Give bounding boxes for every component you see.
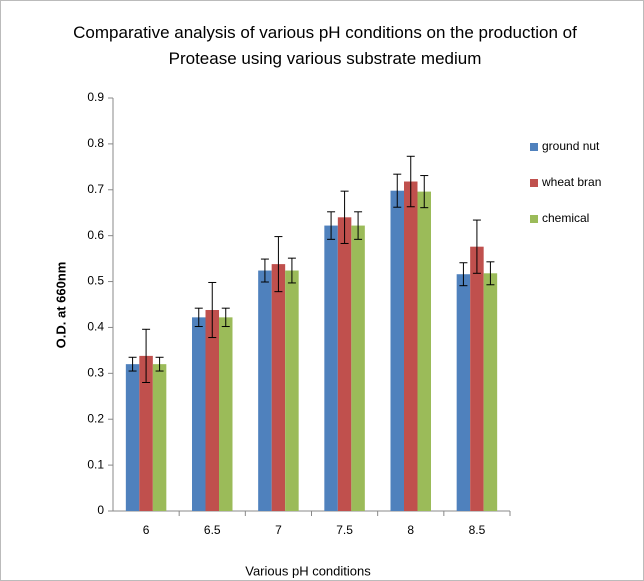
chart-title: Comparative analysis of various pH condi… xyxy=(73,23,577,68)
bar xyxy=(139,355,153,511)
bar xyxy=(285,270,299,511)
x-tick-label: 8.5 xyxy=(469,523,486,537)
x-tick-label: 8 xyxy=(407,523,414,537)
bar xyxy=(125,364,140,511)
legend-swatch xyxy=(530,143,538,151)
x-axis-label: Various pH conditions xyxy=(245,563,371,578)
bar xyxy=(219,317,233,511)
bar xyxy=(337,217,352,512)
x-tick-label: 6 xyxy=(143,523,150,537)
x-tick-label: 7 xyxy=(275,523,282,537)
legend-swatch xyxy=(530,179,538,187)
y-tick-label: 0.9 xyxy=(87,90,104,104)
bar xyxy=(470,246,484,511)
y-tick-label: 0.6 xyxy=(87,228,104,242)
y-tick-label: 0.2 xyxy=(87,411,104,425)
bar xyxy=(192,317,206,511)
y-tick-label: 0.1 xyxy=(87,457,104,471)
legend-label: wheat bran xyxy=(541,175,601,189)
bar xyxy=(152,364,167,511)
bar xyxy=(205,310,219,511)
y-tick-label: 0.7 xyxy=(87,182,104,196)
legend-swatch xyxy=(530,215,538,223)
bar xyxy=(258,270,272,511)
y-tick-label: 0.5 xyxy=(87,274,104,288)
bar xyxy=(390,190,404,511)
y-tick-label: 0.4 xyxy=(87,320,104,334)
y-tick-label: 0.8 xyxy=(87,136,104,150)
x-tick-label: 6.5 xyxy=(204,523,221,537)
y-axis-label: O.D. at 660nm xyxy=(53,262,68,349)
y-tick-label: 0 xyxy=(97,503,104,517)
legend-label: ground nut xyxy=(542,139,600,153)
y-tick-label: 0.3 xyxy=(87,366,104,380)
bar xyxy=(456,274,471,511)
bar xyxy=(417,191,431,511)
bar xyxy=(271,264,286,511)
bar xyxy=(324,225,338,511)
x-tick-label: 7.5 xyxy=(336,523,353,537)
bar xyxy=(404,181,418,512)
bar xyxy=(483,273,498,511)
legend-label: chemical xyxy=(542,211,589,225)
bar xyxy=(351,225,365,511)
